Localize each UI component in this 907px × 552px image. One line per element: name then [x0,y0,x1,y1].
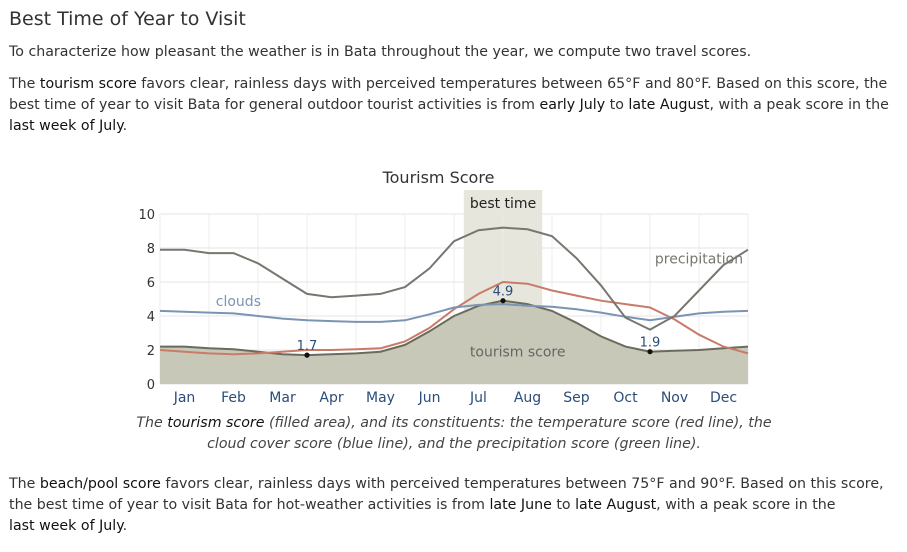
best-time-label: best time [470,196,536,212]
x-tick-label: Nov [661,390,688,406]
y-tick-label: 10 [138,208,155,223]
text-fragment: , with a peak score in the [709,97,889,113]
peak-week: last week of July [9,118,123,134]
tourism-score-paragraph: The tourism score favors clear, rainless… [9,74,901,137]
score-name: beach/pool score [39,476,161,492]
caption-fragment: (filled area), and its constituents: the… [207,415,772,452]
best-time-end: late August [628,97,710,113]
x-tick-label: Apr [319,390,343,406]
x-tick-label: Aug [514,390,541,406]
tourism-score-area [160,300,748,384]
x-tick-label: Mar [269,390,296,406]
cloud-cover-score-line [159,303,749,323]
caption-fragment: The [136,415,168,431]
y-tick-label: 6 [147,276,155,291]
intro-text: To characterize how pleasant the weather… [9,44,752,60]
area-label: tourism score [470,345,566,361]
text-fragment: to [605,97,629,113]
chart-title: Tourism Score [382,168,495,187]
data-label: 1.7 [297,339,318,354]
temperature-score-line [159,280,749,356]
x-tick-label: May [366,390,395,406]
y-tick-label: 0 [147,378,155,393]
text-fragment: . [122,518,128,534]
x-tick-label: Jun [418,390,441,406]
page-title: Best Time of Year to Visit [9,8,246,30]
tourism-score-chart: Tourism Score best time 0 2 4 6 8 10 Jan Feb Mar Ap… [138,168,749,406]
series-label: precipitation [655,251,743,267]
series-label: clouds [216,294,261,310]
beach-score-paragraph: The beach/pool score favors clear, rainl… [9,474,901,537]
precipitation-score-line [160,226,749,331]
data-label: 4.9 [493,285,514,300]
text-fragment: favors clear, rainless days with perceiv… [9,76,888,113]
score-name: tourism score [39,76,137,92]
x-tick-label: Jul [469,390,487,406]
text-fragment: . [122,118,128,134]
best-time-start: late June [489,497,552,513]
y-tick-label: 2 [147,344,155,359]
peak-week: last week of July [9,518,123,534]
text-fragment: The [9,76,40,92]
data-point-marker [500,298,506,304]
data-point-marker [647,349,653,355]
best-time-end: late August [575,497,657,513]
x-tick-label: Sep [563,390,590,406]
text-fragment: The [9,476,40,492]
x-tick-label: Oct [613,390,638,406]
text-fragment: to [551,497,576,513]
x-tick-label: Dec [710,390,737,406]
chart-caption: The tourism score (filled area), and its… [130,413,778,455]
caption-score-name: tourism score [167,415,265,431]
data-label: 1.9 [640,336,661,351]
y-tick-label: 8 [147,242,155,257]
text-fragment: , with a peak score in the [656,497,836,513]
y-tick-label: 4 [147,310,155,325]
data-point-marker [304,352,310,358]
x-tick-label: Feb [221,390,246,406]
x-tick-label: Jan [173,390,196,406]
text-fragment: favors clear, rainless days with perceiv… [9,476,884,513]
best-time-start: early July [539,97,606,113]
